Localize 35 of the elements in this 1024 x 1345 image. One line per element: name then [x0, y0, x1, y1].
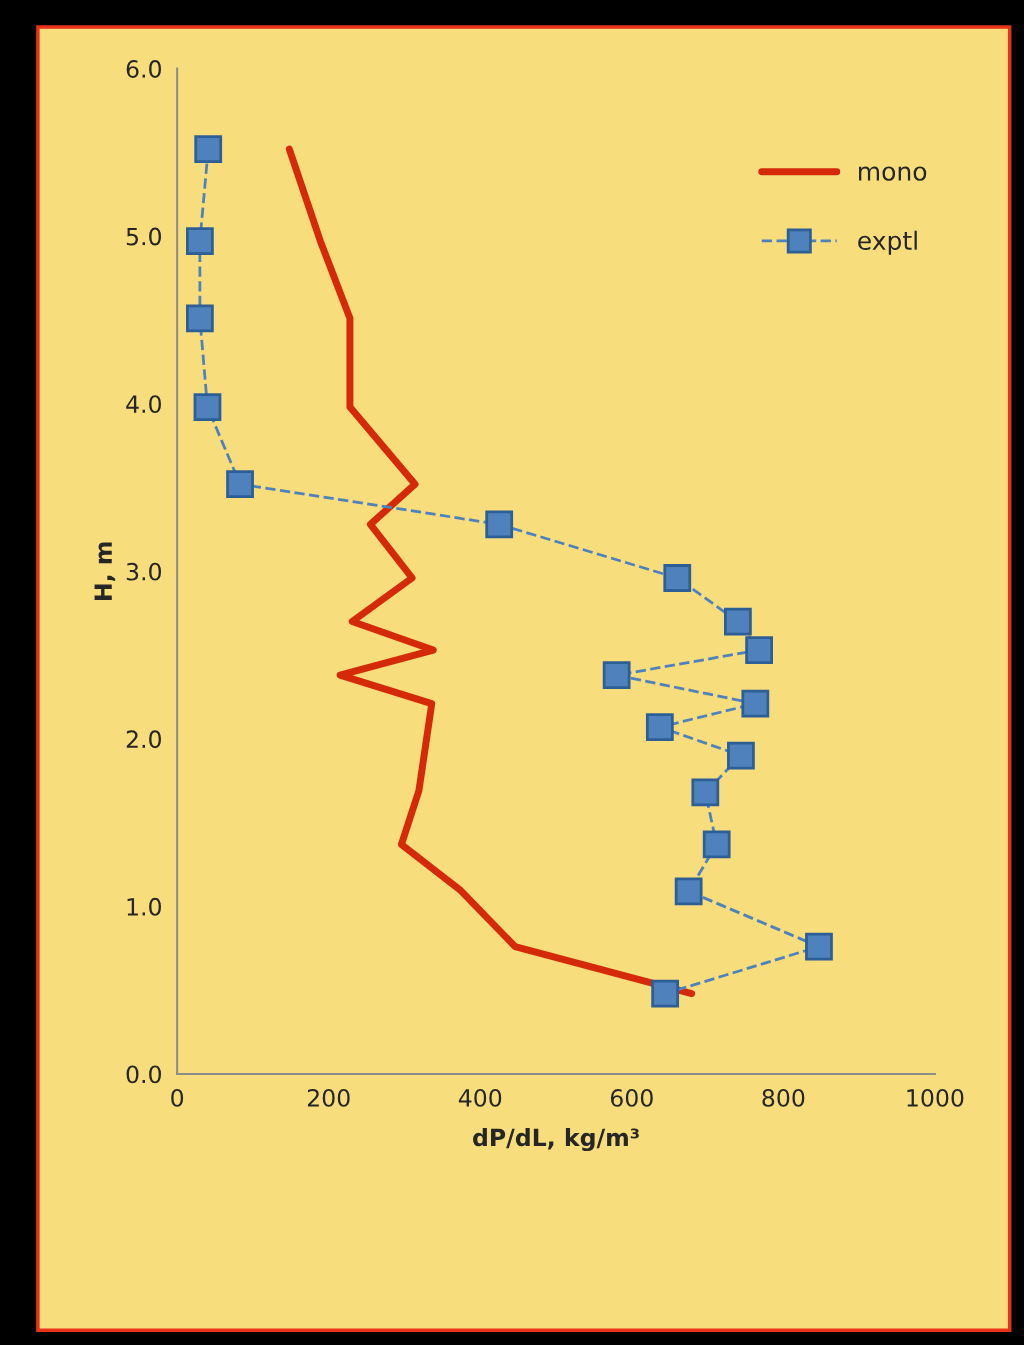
point — [691, 778, 720, 807]
point — [194, 135, 223, 163]
point — [745, 636, 773, 664]
x-tick-label: 800 — [762, 1088, 805, 1107]
point — [702, 830, 731, 859]
y-tick-label: 3.0 — [126, 562, 161, 581]
point — [485, 510, 514, 539]
x-tick-label: 1000 — [907, 1088, 964, 1107]
y-tick-label: 4.0 — [126, 395, 161, 414]
legend-label: exptl — [858, 230, 917, 255]
point — [724, 607, 752, 636]
x-axis-title: dP/dL, kg/m³ — [473, 1128, 639, 1152]
point — [805, 932, 833, 961]
y-tick-label: 2.0 — [126, 730, 161, 749]
y-tick-label: 5.0 — [126, 227, 161, 246]
y-tick-label: 0.0 — [126, 1065, 161, 1084]
point — [727, 741, 755, 770]
point — [226, 470, 254, 499]
point — [663, 564, 692, 592]
y-axis-title: H, m — [94, 542, 116, 600]
legend-label: mono — [859, 166, 927, 181]
point — [193, 393, 222, 421]
y-tick-label: 6.0 — [126, 60, 161, 78]
point — [185, 304, 214, 333]
x-tick-label: 0 — [171, 1088, 184, 1107]
point — [645, 713, 674, 742]
point — [741, 689, 770, 718]
y-tick-label: 1.0 — [127, 897, 161, 916]
point — [185, 227, 214, 256]
x-tick-label: 200 — [307, 1088, 350, 1107]
x-tick-label: 600 — [610, 1088, 653, 1107]
x-tick-label: 400 — [458, 1088, 502, 1107]
point — [602, 661, 631, 690]
point — [651, 979, 680, 1008]
point — [674, 877, 703, 906]
